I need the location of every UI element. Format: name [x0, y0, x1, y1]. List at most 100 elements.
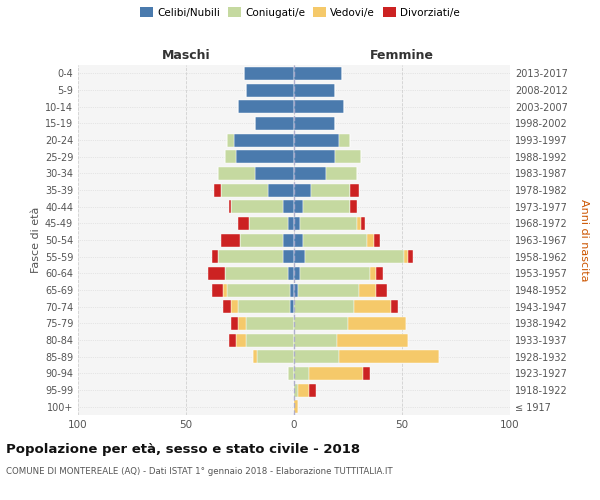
Bar	[247, 84, 294, 96]
Y-axis label: Fasce di età: Fasce di età	[31, 207, 41, 273]
Bar	[255, 117, 294, 130]
Bar	[225, 267, 287, 280]
Bar	[391, 300, 398, 313]
Bar	[294, 234, 302, 246]
Bar	[311, 184, 350, 196]
Text: Maschi: Maschi	[161, 48, 211, 62]
Bar	[294, 284, 298, 296]
Bar	[229, 200, 232, 213]
Bar	[290, 300, 294, 313]
Bar	[236, 334, 247, 346]
Bar	[359, 284, 376, 296]
Bar	[232, 200, 283, 213]
Bar	[302, 234, 367, 246]
Bar	[348, 317, 406, 330]
Bar	[294, 67, 341, 80]
Bar	[350, 200, 356, 213]
Bar	[409, 250, 413, 263]
Bar	[294, 150, 335, 163]
Bar	[302, 200, 350, 213]
Bar	[283, 200, 294, 213]
Bar	[238, 100, 294, 113]
Bar	[298, 284, 359, 296]
Bar	[240, 234, 283, 246]
Bar	[212, 284, 223, 296]
Bar	[221, 234, 240, 246]
Bar	[294, 367, 309, 380]
Bar	[208, 267, 225, 280]
Bar	[248, 217, 287, 230]
Bar	[238, 217, 248, 230]
Bar	[223, 300, 232, 313]
Bar	[227, 134, 233, 146]
Bar	[294, 267, 301, 280]
Bar	[340, 350, 439, 363]
Bar	[294, 400, 298, 413]
Bar	[309, 384, 316, 396]
Bar	[283, 250, 294, 263]
Bar	[370, 267, 376, 280]
Bar	[355, 300, 391, 313]
Bar	[376, 284, 387, 296]
Bar	[294, 350, 340, 363]
Bar	[247, 334, 294, 346]
Bar	[367, 234, 374, 246]
Bar	[301, 267, 370, 280]
Bar	[298, 384, 309, 396]
Bar	[233, 134, 294, 146]
Bar	[218, 250, 283, 263]
Bar	[356, 217, 361, 230]
Bar	[305, 250, 404, 263]
Bar	[326, 167, 356, 180]
Bar	[218, 167, 255, 180]
Bar	[404, 250, 409, 263]
Bar	[255, 167, 294, 180]
Bar	[294, 84, 335, 96]
Text: COMUNE DI MONTEREALE (AQ) - Dati ISTAT 1° gennaio 2018 - Elaborazione TUTTITALIA: COMUNE DI MONTEREALE (AQ) - Dati ISTAT 1…	[6, 468, 392, 476]
Bar	[376, 267, 383, 280]
Text: Femmine: Femmine	[370, 48, 434, 62]
Bar	[287, 367, 294, 380]
Bar	[294, 200, 302, 213]
Bar	[294, 117, 335, 130]
Bar	[238, 300, 290, 313]
Bar	[337, 334, 409, 346]
Bar	[247, 317, 294, 330]
Bar	[361, 217, 365, 230]
Bar	[283, 234, 294, 246]
Bar	[227, 284, 290, 296]
Bar	[244, 67, 294, 80]
Bar	[294, 217, 301, 230]
Bar	[294, 134, 340, 146]
Bar	[374, 234, 380, 246]
Bar	[253, 350, 257, 363]
Bar	[294, 100, 344, 113]
Bar	[294, 384, 298, 396]
Bar	[221, 184, 268, 196]
Bar	[257, 350, 294, 363]
Legend: Celibi/Nubili, Coniugati/e, Vedovi/e, Divorziati/e: Celibi/Nubili, Coniugati/e, Vedovi/e, Di…	[139, 5, 461, 20]
Bar	[229, 334, 236, 346]
Bar	[232, 300, 238, 313]
Bar	[335, 150, 361, 163]
Bar	[350, 184, 359, 196]
Bar	[287, 217, 294, 230]
Bar	[232, 317, 238, 330]
Bar	[290, 284, 294, 296]
Bar	[301, 217, 356, 230]
Bar	[294, 334, 337, 346]
Bar	[223, 284, 227, 296]
Bar	[294, 184, 311, 196]
Bar	[238, 317, 247, 330]
Bar	[268, 184, 294, 196]
Bar	[236, 150, 294, 163]
Bar	[294, 317, 348, 330]
Bar	[225, 150, 236, 163]
Bar	[294, 250, 305, 263]
Bar	[363, 367, 370, 380]
Bar	[294, 167, 326, 180]
Text: Popolazione per età, sesso e stato civile - 2018: Popolazione per età, sesso e stato civil…	[6, 442, 360, 456]
Bar	[212, 250, 218, 263]
Y-axis label: Anni di nascita: Anni di nascita	[579, 198, 589, 281]
Bar	[214, 184, 221, 196]
